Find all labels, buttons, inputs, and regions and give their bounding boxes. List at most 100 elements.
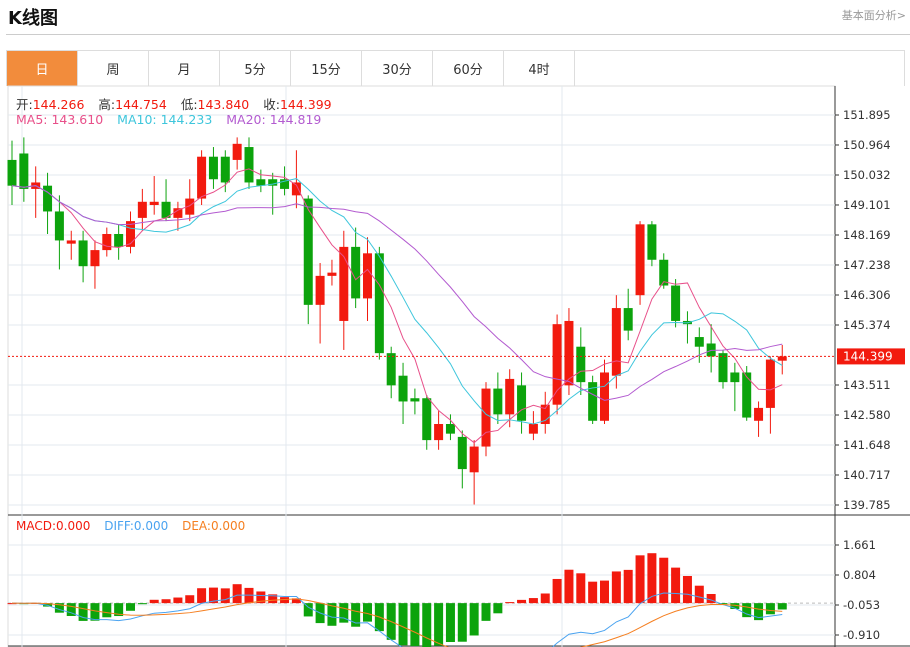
candle-down bbox=[7, 159, 17, 186]
candle-down bbox=[493, 388, 503, 415]
macd-bar bbox=[161, 599, 171, 604]
price-tick-label: 148.169 bbox=[843, 228, 891, 242]
candle-down bbox=[351, 246, 361, 299]
price-tick-label: 150.032 bbox=[843, 168, 891, 182]
macd-tick-label: -0.053 bbox=[843, 598, 880, 612]
candle-down bbox=[576, 346, 586, 383]
macd-bar bbox=[742, 603, 752, 618]
low-value: 143.840 bbox=[197, 97, 250, 112]
macd-bar bbox=[102, 603, 112, 618]
close-label: 收: bbox=[263, 97, 280, 112]
candle-up bbox=[137, 201, 147, 218]
candle-down bbox=[280, 179, 290, 189]
macd-bar bbox=[422, 603, 432, 647]
candle-up bbox=[173, 208, 183, 218]
candle-down bbox=[114, 233, 124, 247]
macd-bar bbox=[706, 593, 716, 604]
macd-bar bbox=[457, 603, 467, 642]
tab-day[interactable]: 日 bbox=[7, 51, 78, 86]
macd-bar bbox=[173, 597, 183, 604]
candle-up bbox=[363, 253, 372, 299]
macd-bar bbox=[434, 603, 444, 646]
price-tick-label: 143.511 bbox=[843, 378, 891, 392]
candle-down bbox=[659, 259, 669, 286]
candle-up bbox=[291, 182, 301, 196]
macd-bar bbox=[78, 603, 88, 621]
candle-down bbox=[730, 372, 740, 383]
open-label: 开: bbox=[16, 97, 33, 112]
candle-up bbox=[66, 240, 76, 244]
macd-legend: MACD:0.000 DIFF:0.000 DEA:0.000 bbox=[16, 519, 255, 533]
candle-up bbox=[481, 388, 491, 447]
ma-legend: MA5: 143.610 MA10: 144.233 MA20: 144.819 bbox=[16, 112, 331, 127]
macd-bar bbox=[327, 603, 337, 626]
divider bbox=[6, 34, 910, 35]
ma5-line bbox=[11, 168, 783, 444]
candle-down bbox=[303, 198, 313, 305]
macd-bar bbox=[635, 555, 645, 604]
macd-bar bbox=[600, 580, 609, 604]
tab-30min[interactable]: 30分 bbox=[362, 51, 433, 86]
macd-bar bbox=[623, 569, 633, 604]
macd-bar bbox=[220, 588, 230, 604]
macd-bar bbox=[280, 597, 290, 604]
candle-up bbox=[102, 233, 112, 251]
candle-up bbox=[540, 404, 550, 425]
macd-bar bbox=[777, 603, 787, 610]
macd-bar bbox=[54, 603, 64, 613]
price-tick-label: 139.785 bbox=[843, 498, 891, 512]
macd-bar bbox=[208, 587, 218, 604]
macd-bar bbox=[505, 602, 515, 604]
macd-bar bbox=[351, 603, 361, 627]
macd-bar bbox=[90, 603, 100, 621]
macd-bar bbox=[588, 581, 598, 604]
price-tick-label: 142.580 bbox=[843, 408, 891, 422]
candle-up bbox=[434, 424, 444, 441]
candle-up bbox=[505, 378, 515, 415]
period-tabs: 日 周 月 5分 15分 30分 60分 4时 bbox=[6, 50, 905, 86]
macd-bar bbox=[493, 603, 503, 614]
macd-bar bbox=[445, 603, 455, 643]
candle-down bbox=[398, 375, 408, 402]
tab-week[interactable]: 周 bbox=[78, 51, 149, 86]
tab-month[interactable]: 月 bbox=[149, 51, 220, 86]
fundamental-analysis-link[interactable]: 基本面分析> bbox=[841, 9, 906, 22]
macd-bar bbox=[339, 603, 349, 623]
macd-value: MACD:0.000 bbox=[16, 519, 91, 533]
ma10-legend: MA10: 144.233 bbox=[117, 112, 213, 127]
tab-4h[interactable]: 4时 bbox=[504, 51, 575, 86]
macd-bar bbox=[611, 571, 621, 604]
price-tick-label: 140.717 bbox=[843, 468, 891, 482]
macd-bar bbox=[363, 603, 372, 622]
candle-down bbox=[742, 372, 752, 418]
tab-60min[interactable]: 60分 bbox=[433, 51, 504, 86]
macd-bar bbox=[291, 598, 301, 604]
candle-up bbox=[777, 356, 787, 361]
ma5-legend: MA5: 143.610 bbox=[16, 112, 104, 127]
candle-up bbox=[611, 308, 621, 376]
candle-up bbox=[754, 407, 764, 421]
macd-bar bbox=[540, 593, 550, 604]
ohlc-info: 开:144.266 高:144.754 低:143.840 收:144.399 bbox=[16, 94, 342, 113]
candle-up bbox=[327, 272, 337, 276]
price-tick-label: 141.648 bbox=[843, 438, 891, 452]
price-tick-label: 149.101 bbox=[843, 198, 891, 212]
macd-bar bbox=[682, 575, 692, 604]
macd-bar bbox=[256, 591, 266, 604]
diff-line bbox=[11, 592, 783, 647]
macd-bar bbox=[126, 603, 135, 611]
macd-bar bbox=[528, 598, 538, 604]
diff-value: DIFF:0.000 bbox=[104, 519, 169, 533]
tab-5min[interactable]: 5分 bbox=[220, 51, 291, 86]
close-value: 144.399 bbox=[279, 97, 332, 112]
price-tick-label: 150.964 bbox=[843, 138, 891, 152]
candle-up bbox=[469, 446, 479, 473]
macd-bar bbox=[232, 584, 242, 604]
candle-down bbox=[220, 156, 230, 183]
candle-down bbox=[244, 147, 254, 183]
tab-15min[interactable]: 15分 bbox=[291, 51, 362, 86]
macd-bar bbox=[694, 585, 704, 604]
macd-bar bbox=[114, 603, 124, 617]
candle-down bbox=[161, 201, 171, 218]
